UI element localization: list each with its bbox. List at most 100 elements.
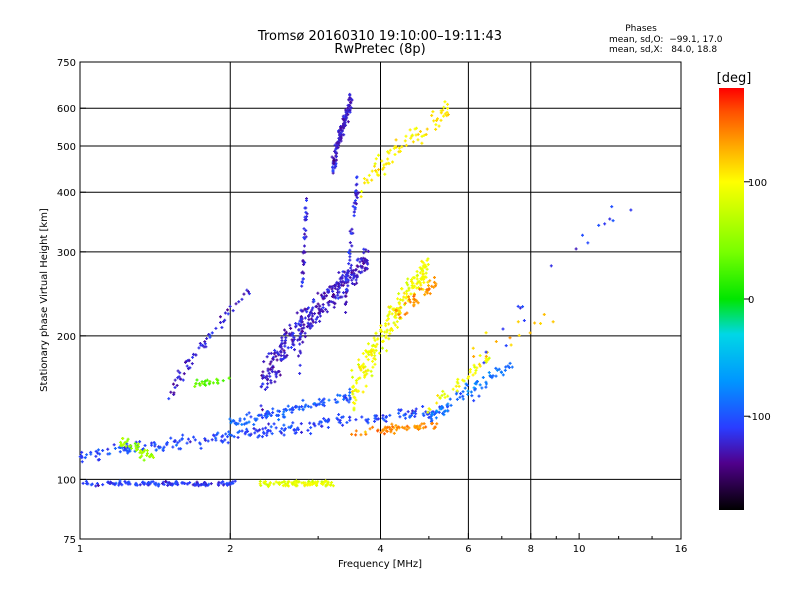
- data-point: [83, 456, 87, 460]
- data-point: [348, 241, 352, 245]
- data-point: [385, 429, 389, 433]
- data-point: [321, 303, 325, 307]
- data-point: [500, 370, 504, 374]
- data-point: [259, 385, 263, 389]
- data-point: [465, 383, 469, 387]
- data-point: [539, 321, 543, 325]
- data-point: [167, 480, 171, 484]
- data-point: [262, 360, 266, 364]
- data-point: [157, 482, 161, 486]
- data-point: [390, 328, 394, 332]
- data-point: [313, 312, 317, 316]
- data-point: [461, 397, 465, 401]
- data-point: [395, 428, 399, 432]
- data-point: [294, 321, 298, 325]
- data-point: [254, 428, 258, 432]
- data-point: [288, 323, 292, 327]
- data-point: [101, 483, 105, 487]
- data-point: [398, 311, 402, 315]
- data-point: [173, 439, 177, 443]
- data-point: [434, 416, 438, 420]
- data-point: [301, 408, 305, 412]
- data-point: [384, 162, 388, 166]
- phase-stats-o: mean, sd,O: −99.1, 17.0: [609, 35, 723, 45]
- data-point: [429, 417, 433, 421]
- data-point: [362, 370, 366, 374]
- data-point: [366, 358, 370, 362]
- data-point: [361, 390, 365, 394]
- data-point: [309, 310, 313, 314]
- data-point: [203, 380, 207, 384]
- data-point: [323, 291, 327, 295]
- data-point: [221, 483, 225, 487]
- cluster: [228, 387, 352, 427]
- data-point: [424, 264, 428, 268]
- data-point: [261, 374, 265, 378]
- data-point: [311, 479, 315, 483]
- data-point: [281, 413, 285, 417]
- data-point: [319, 293, 323, 297]
- data-point: [207, 332, 211, 336]
- data-point: [301, 260, 305, 264]
- data-point: [173, 386, 177, 390]
- data-point: [395, 426, 399, 430]
- data-point: [418, 271, 422, 275]
- data-point: [440, 393, 444, 397]
- data-point: [354, 183, 358, 187]
- y-tick-label: 400: [57, 188, 76, 199]
- data-point: [303, 335, 307, 339]
- data-point: [508, 336, 512, 340]
- data-point: [283, 344, 287, 348]
- data-point: [150, 441, 154, 445]
- data-point: [340, 295, 344, 299]
- data-point: [346, 103, 350, 107]
- data-point: [344, 395, 348, 399]
- data-point: [256, 429, 260, 433]
- data-point: [127, 480, 131, 484]
- data-point: [441, 108, 445, 112]
- data-point: [283, 351, 287, 355]
- data-point: [106, 447, 110, 451]
- data-point: [150, 452, 154, 456]
- data-point: [117, 483, 121, 487]
- data-point: [354, 433, 358, 437]
- data-point: [425, 288, 429, 292]
- data-point: [346, 278, 350, 282]
- data-point: [240, 297, 244, 301]
- data-point: [340, 276, 344, 280]
- data-point: [219, 481, 223, 485]
- data-point: [461, 390, 465, 394]
- data-point: [268, 367, 272, 371]
- data-point: [454, 384, 458, 388]
- data-point: [267, 422, 271, 426]
- x-tick-label: 2: [227, 544, 233, 555]
- data-point: [603, 222, 607, 226]
- data-point: [296, 426, 300, 430]
- data-point: [477, 394, 481, 398]
- data-point: [336, 400, 340, 404]
- data-point: [227, 430, 231, 434]
- data-point: [206, 439, 210, 443]
- data-point: [223, 311, 227, 315]
- data-point: [412, 293, 416, 297]
- data-point: [324, 419, 328, 423]
- data-point: [247, 433, 251, 437]
- data-point: [216, 380, 220, 384]
- data-point: [384, 324, 388, 328]
- data-point: [291, 421, 295, 425]
- data-point: [611, 219, 615, 223]
- data-point: [349, 106, 353, 110]
- data-point: [412, 286, 416, 290]
- data-point: [212, 434, 216, 438]
- data-point: [350, 368, 354, 372]
- data-point: [398, 315, 402, 319]
- data-point: [303, 307, 307, 311]
- data-point: [223, 438, 227, 442]
- data-point: [409, 413, 413, 417]
- data-point: [178, 439, 182, 443]
- data-point: [125, 439, 129, 443]
- data-point: [337, 130, 341, 134]
- data-point: [388, 148, 392, 152]
- data-point: [96, 451, 100, 455]
